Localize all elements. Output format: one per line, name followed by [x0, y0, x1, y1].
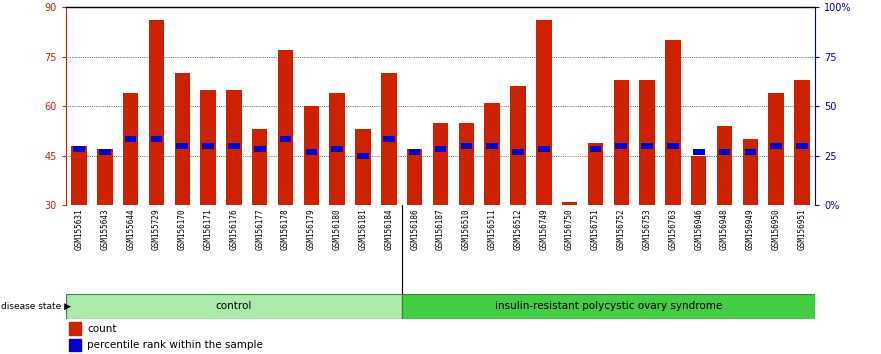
Bar	[329, 93, 345, 304]
Text: GSM156948: GSM156948	[720, 208, 729, 250]
Bar	[795, 80, 810, 304]
Bar	[433, 123, 448, 304]
Bar	[355, 129, 371, 304]
Text: GSM155631: GSM155631	[75, 208, 84, 250]
Bar	[151, 136, 162, 142]
Bar	[149, 20, 164, 304]
Text: percentile rank within the sample: percentile rank within the sample	[87, 340, 263, 350]
Bar	[73, 146, 85, 152]
Text: GSM156510: GSM156510	[462, 208, 470, 250]
Text: GSM156178: GSM156178	[281, 208, 290, 250]
Bar	[174, 73, 190, 304]
Text: GSM155729: GSM155729	[152, 208, 161, 250]
Bar	[717, 126, 732, 304]
Bar	[693, 149, 705, 155]
Bar	[613, 80, 629, 304]
Text: GSM156951: GSM156951	[797, 208, 806, 250]
Text: GSM156511: GSM156511	[488, 208, 497, 250]
Text: count: count	[87, 324, 116, 333]
Bar	[331, 146, 343, 152]
Bar	[357, 153, 369, 159]
Bar	[71, 146, 86, 304]
Bar	[409, 149, 420, 155]
Text: GSM156181: GSM156181	[359, 208, 367, 250]
Bar	[99, 149, 111, 155]
Bar	[536, 20, 552, 304]
Bar	[485, 103, 500, 304]
Bar	[538, 146, 550, 152]
Bar	[176, 143, 188, 149]
Bar	[280, 136, 292, 142]
Bar	[589, 146, 601, 152]
Bar	[770, 143, 782, 149]
Text: GSM156171: GSM156171	[204, 208, 212, 250]
Bar	[434, 146, 447, 152]
Text: GSM156187: GSM156187	[436, 208, 445, 250]
Text: GSM156180: GSM156180	[333, 208, 342, 250]
Bar	[66, 294, 402, 319]
Bar	[640, 80, 655, 304]
Bar	[459, 123, 474, 304]
Text: GSM155643: GSM155643	[100, 208, 109, 250]
Bar	[486, 143, 498, 149]
Bar	[461, 143, 472, 149]
Text: GSM156950: GSM156950	[772, 208, 781, 250]
Bar	[304, 106, 319, 304]
Text: GSM156186: GSM156186	[411, 208, 419, 250]
Text: GSM156176: GSM156176	[229, 208, 239, 250]
Bar	[796, 143, 808, 149]
Bar	[228, 143, 240, 149]
Bar	[200, 90, 216, 304]
Bar	[562, 202, 577, 304]
Text: GSM156753: GSM156753	[642, 208, 652, 250]
Bar	[306, 149, 317, 155]
Bar	[125, 136, 137, 142]
Text: GSM156752: GSM156752	[617, 208, 626, 250]
Text: disease state ▶: disease state ▶	[1, 302, 70, 311]
Bar	[719, 149, 730, 155]
Bar	[402, 294, 815, 319]
Bar	[744, 149, 756, 155]
Text: GSM156763: GSM156763	[669, 208, 677, 250]
Bar	[383, 136, 395, 142]
Bar	[69, 322, 81, 335]
Bar	[510, 86, 526, 304]
Text: GSM156750: GSM156750	[565, 208, 574, 250]
Bar	[407, 149, 422, 304]
Bar	[665, 40, 681, 304]
Text: GSM156749: GSM156749	[539, 208, 548, 250]
Bar	[66, 294, 402, 319]
Text: GSM156946: GSM156946	[694, 208, 703, 250]
Text: GSM156512: GSM156512	[514, 208, 522, 250]
Bar	[278, 50, 293, 304]
Bar	[768, 93, 784, 304]
Bar	[743, 139, 759, 304]
Bar	[381, 73, 396, 304]
Text: GSM156179: GSM156179	[307, 208, 316, 250]
Bar	[226, 90, 241, 304]
Text: GSM156949: GSM156949	[746, 208, 755, 250]
Bar	[69, 339, 81, 351]
Bar	[203, 143, 214, 149]
Bar	[254, 146, 265, 152]
Bar	[641, 143, 653, 149]
Bar	[402, 294, 815, 319]
Text: GSM156184: GSM156184	[384, 208, 393, 250]
Bar	[122, 93, 138, 304]
Bar	[667, 143, 678, 149]
Text: GSM155644: GSM155644	[126, 208, 135, 250]
Bar	[564, 206, 575, 212]
Bar	[588, 143, 603, 304]
Bar	[616, 143, 627, 149]
Bar	[97, 149, 113, 304]
Text: insulin-resistant polycystic ovary syndrome: insulin-resistant polycystic ovary syndr…	[495, 301, 722, 311]
Text: GSM156751: GSM156751	[591, 208, 600, 250]
Text: control: control	[216, 301, 252, 311]
Text: GSM156177: GSM156177	[255, 208, 264, 250]
Bar	[512, 149, 524, 155]
Text: GSM156170: GSM156170	[178, 208, 187, 250]
Bar	[691, 156, 707, 304]
Bar	[252, 129, 268, 304]
